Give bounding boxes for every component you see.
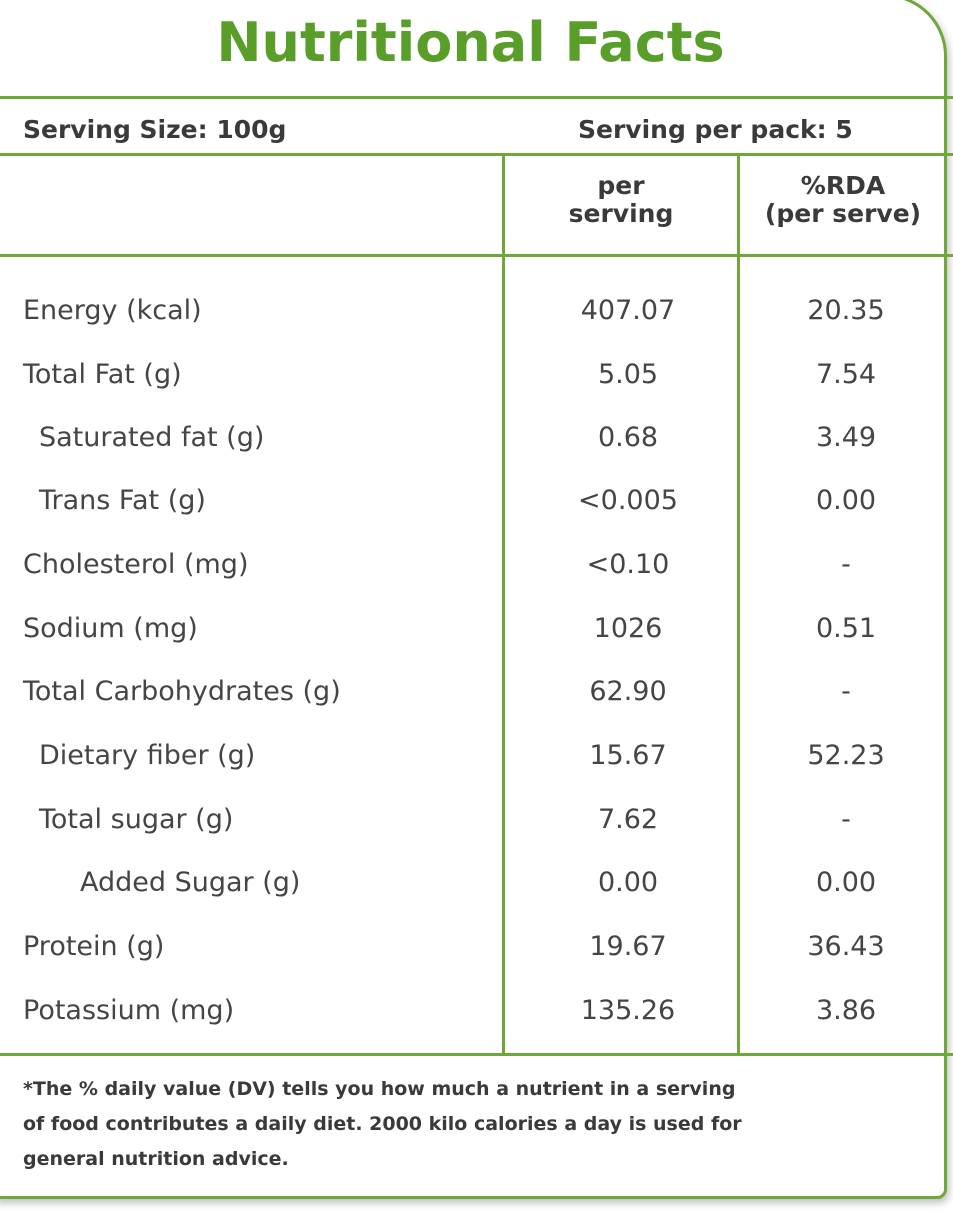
table-row: Total Fat (g) 5.05 7.54 [0,343,953,407]
table-row: Saturated fat (g) 0.68 3.49 [0,406,953,470]
rda-value: 3.49 [815,422,877,453]
table-row: Added Sugar (g) 0.00 0.00 [0,851,953,915]
rda-value: - [841,676,851,707]
column-separator-2 [737,155,740,1053]
nutrient-name: Cholesterol (mg) [23,549,249,580]
footnote-line: general nutrition advice. [23,1148,289,1170]
nutrient-name: Added Sugar (g) [80,867,301,898]
nutrient-name: Total Carbohydrates (g) [23,676,341,707]
divider-under-serving [0,153,953,156]
table-row: Dietary fiber (g) 15.67 52.23 [0,724,953,788]
per-serving-value: <0.10 [586,549,670,580]
nutrient-name: Total sugar (g) [39,804,234,835]
column-header-per-serving: per serving [505,172,737,228]
serving-per-pack: Serving per pack: 5 [578,115,853,144]
footnote: *The % daily value (DV) tells you how mu… [23,1072,923,1177]
rda-value: 0.00 [815,485,877,516]
per-serving-value: 0.00 [597,867,659,898]
per-serving-value: 7.62 [597,804,659,835]
divider-under-title [0,96,953,99]
rda-value: - [841,549,851,580]
rda-value: 0.00 [815,867,877,898]
per-serving-value: 0.68 [597,422,659,453]
nutrient-name: Dietary fiber (g) [39,740,256,771]
rda-value: - [841,804,851,835]
per-serving-value: 15.67 [589,740,667,771]
nutrient-name: Potassium (mg) [23,995,235,1026]
column-header-rda-line2: (per serve) [764,199,922,228]
page-title: Nutritional Facts [216,11,725,74]
nutrient-name: Protein (g) [23,931,165,962]
nutrient-name: Trans Fat (g) [39,485,206,516]
divider-under-column-headers [0,254,953,257]
rda-value: 7.54 [815,359,877,390]
per-serving-value: 62.90 [589,676,667,707]
per-serving-value: 5.05 [597,359,659,390]
per-serving-value: 1026 [593,613,663,644]
nutrient-name: Sodium (mg) [23,613,198,644]
column-separator-1 [502,155,505,1053]
column-header-rda-line1: %RDA [800,171,886,200]
rda-value: 0.51 [815,613,877,644]
table-row: Energy (kcal) 407.07 20.35 [0,279,953,343]
rda-value: 3.86 [815,995,877,1026]
serving-size: Serving Size: 100g [23,115,287,144]
table-row: Trans Fat (g) <0.005 0.00 [0,469,953,533]
per-serving-value: 19.67 [589,931,667,962]
table-row: Total Carbohydrates (g) 62.90 - [0,660,953,724]
rda-value: 20.35 [807,295,885,326]
table-row: Cholesterol (mg) <0.10 - [0,533,953,597]
table-row: Sodium (mg) 1026 0.51 [0,597,953,661]
column-header-per-serving-line1: per [597,171,645,200]
per-serving-value: <0.005 [578,485,678,516]
nutrient-name: Total Fat (g) [23,359,182,390]
table-row: Protein (g) 19.67 36.43 [0,915,953,979]
divider-above-footnote [0,1053,953,1056]
footnote-line: of food contributes a daily diet. 2000 k… [23,1113,742,1135]
per-serving-value: 135.26 [580,995,676,1026]
rda-value: 36.43 [807,931,885,962]
nutrient-name: Energy (kcal) [23,295,202,326]
column-header-per-serving-line2: serving [568,199,674,228]
rda-value: 52.23 [807,740,885,771]
footnote-line: *The % daily value (DV) tells you how mu… [23,1078,736,1100]
table-row: Total sugar (g) 7.62 - [0,788,953,852]
column-header-rda: %RDA (per serve) [740,172,946,228]
nutrient-name: Saturated fat (g) [39,422,265,453]
per-serving-value: 407.07 [580,295,676,326]
table-row: Potassium (mg) 135.26 3.86 [0,979,953,1043]
